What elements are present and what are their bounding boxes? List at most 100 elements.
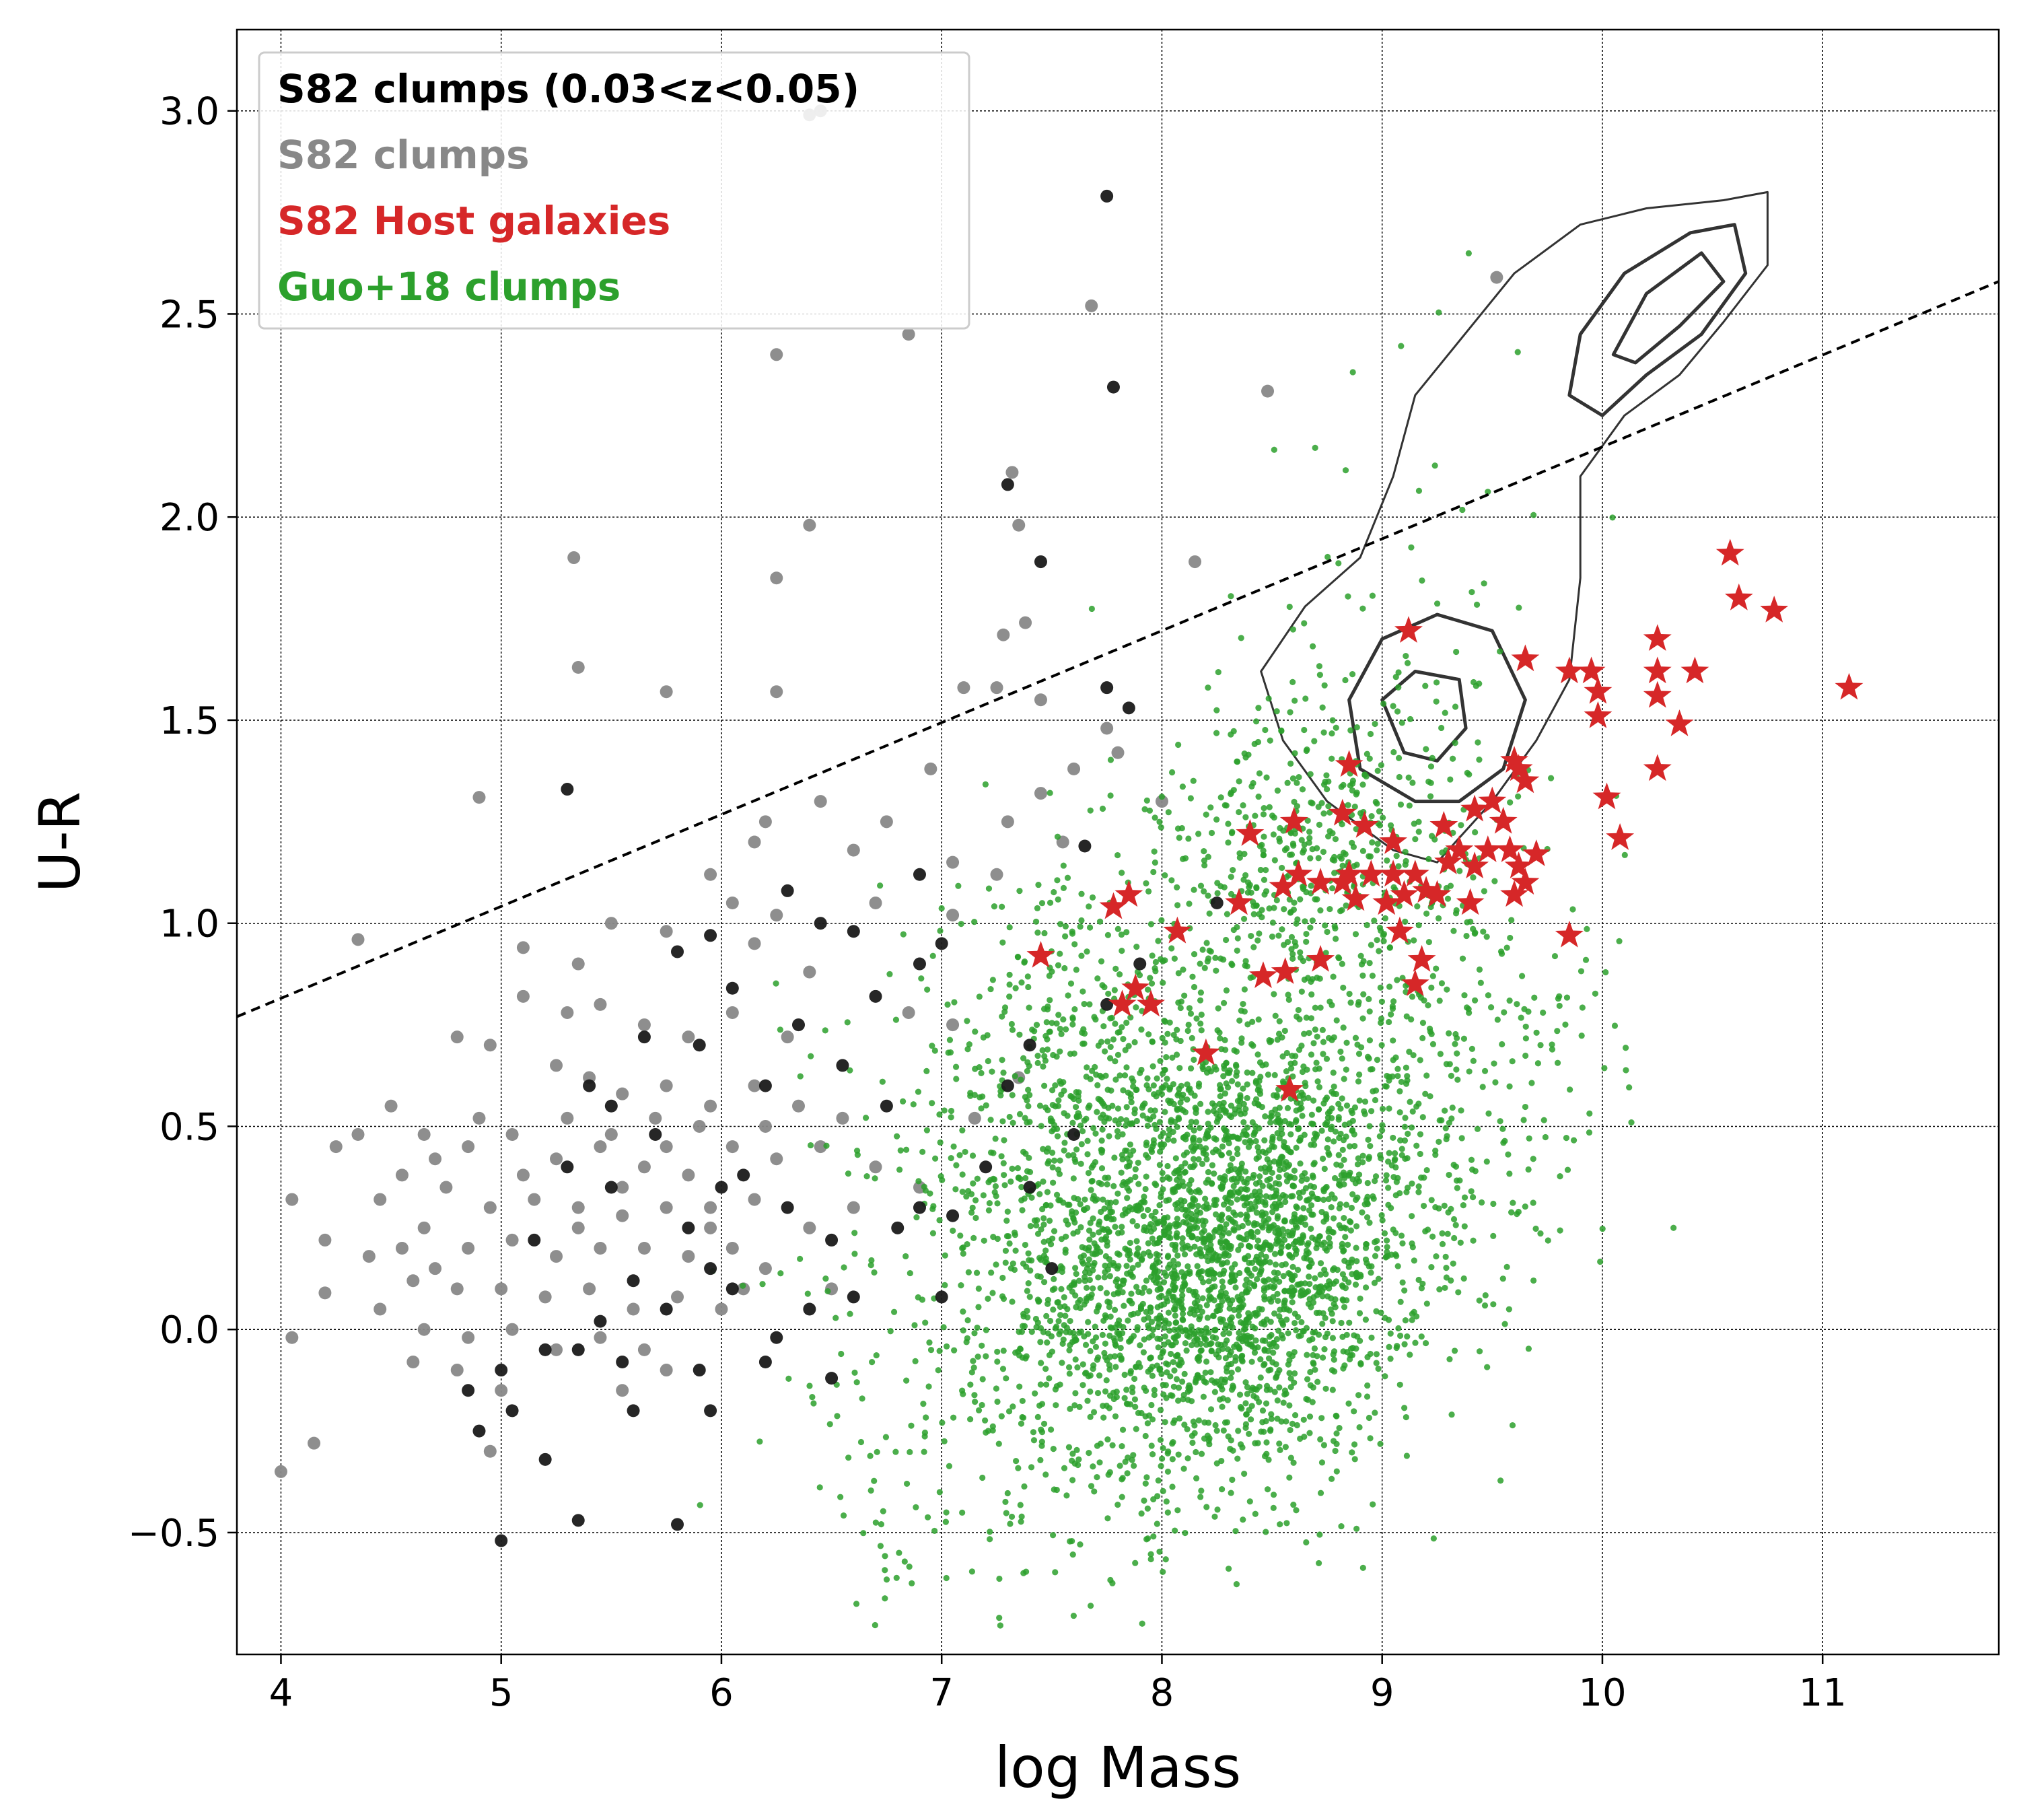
data-point-guo18-clump: [1351, 863, 1357, 870]
data-point-guo18-clump: [1102, 1388, 1109, 1395]
data-point-guo18-clump: [1216, 1082, 1224, 1088]
data-point-guo18-clump: [1320, 1186, 1327, 1193]
data-point-guo18-clump: [1376, 948, 1382, 954]
data-point-guo18-clump: [1308, 991, 1315, 998]
data-point-guo18-clump: [1223, 1221, 1230, 1228]
data-point-guo18-clump: [985, 1295, 991, 1302]
data-point-host-galaxy: [1284, 860, 1313, 887]
data-point-guo18-clump: [1355, 999, 1362, 1006]
data-point-s82-clump-lowz: [637, 1030, 651, 1044]
data-point-guo18-clump: [1052, 1386, 1059, 1393]
data-point-s82-clump-lowz: [935, 1290, 948, 1304]
data-point-guo18-clump: [1158, 1090, 1166, 1098]
data-point-guo18-clump: [1417, 1150, 1423, 1158]
data-point-guo18-clump: [1242, 1379, 1249, 1386]
data-point-guo18-clump: [1533, 1029, 1540, 1036]
data-point-guo18-clump: [1103, 1214, 1110, 1221]
data-point-guo18-clump: [1156, 1218, 1163, 1225]
data-point-s82-clump: [990, 681, 1003, 695]
data-point-guo18-clump: [1463, 932, 1470, 940]
data-point-s82-clump: [803, 965, 816, 979]
data-point-s82-clump: [770, 1152, 783, 1166]
data-point-guo18-clump: [1310, 1384, 1316, 1391]
data-point-guo18-clump: [994, 1200, 1001, 1207]
legend-label-s82-clumps: S82 clumps: [277, 132, 530, 178]
data-point-guo18-clump: [1004, 1208, 1011, 1215]
data-point-guo18-clump: [1357, 810, 1364, 816]
data-point-guo18-clump: [1242, 1400, 1249, 1407]
data-point-guo18-clump: [1540, 1117, 1547, 1123]
data-point-guo18-clump: [1164, 1030, 1171, 1037]
data-point-guo18-clump: [1296, 1236, 1303, 1243]
data-point-guo18-clump: [1270, 1277, 1277, 1284]
data-point-guo18-clump: [1310, 1097, 1317, 1104]
data-point-guo18-clump: [1250, 911, 1257, 917]
data-point-host-galaxy: [1335, 750, 1363, 777]
data-point-s82-clump: [450, 1364, 464, 1377]
data-point-s82-clump: [285, 1331, 299, 1344]
data-point-guo18-clump: [1263, 1382, 1271, 1389]
data-point-guo18-clump: [1450, 1216, 1458, 1223]
data-point-guo18-clump: [873, 1352, 880, 1359]
data-point-guo18-clump: [1425, 938, 1432, 946]
data-point-guo18-clump: [857, 1438, 865, 1446]
data-point-guo18-clump: [1304, 817, 1311, 824]
data-point-guo18-clump: [1077, 1201, 1084, 1208]
data-point-guo18-clump: [1211, 1135, 1217, 1142]
data-point-guo18-clump: [967, 1381, 974, 1388]
data-point-guo18-clump: [1238, 1356, 1245, 1364]
data-point-guo18-clump: [1201, 848, 1207, 855]
data-point-guo18-clump: [1024, 1068, 1030, 1074]
data-point-s82-clump: [571, 1221, 585, 1234]
data-point-guo18-clump: [1223, 1135, 1230, 1142]
data-point-guo18-clump: [936, 1111, 943, 1118]
data-point-guo18-clump: [1481, 580, 1487, 587]
data-point-guo18-clump: [970, 1364, 977, 1371]
data-point-guo18-clump: [1316, 1289, 1322, 1296]
data-point-s82-clump: [571, 1201, 585, 1214]
data-point-guo18-clump: [1209, 1100, 1216, 1107]
data-point-guo18-clump: [937, 1173, 944, 1180]
data-point-guo18-clump: [1276, 1230, 1283, 1238]
data-point-guo18-clump: [1186, 1387, 1193, 1394]
data-point-guo18-clump: [1621, 851, 1628, 858]
data-point-guo18-clump: [1025, 1102, 1032, 1110]
data-point-guo18-clump: [1163, 1395, 1170, 1401]
data-point-guo18-clump: [1288, 934, 1296, 940]
data-point-guo18-clump: [1067, 1405, 1073, 1412]
data-point-host-galaxy: [1724, 583, 1753, 610]
data-point-guo18-clump: [1200, 1065, 1207, 1073]
data-point-guo18-clump: [1393, 853, 1400, 860]
data-point-guo18-clump: [1090, 1215, 1096, 1222]
data-point-guo18-clump: [1149, 952, 1156, 959]
data-point-guo18-clump: [1120, 1036, 1127, 1043]
data-point-guo18-clump: [1336, 1425, 1343, 1432]
data-point-guo18-clump: [1228, 1320, 1234, 1327]
data-point-guo18-clump: [1303, 747, 1310, 755]
data-point-guo18-clump: [1263, 1193, 1269, 1200]
data-point-s82-clump: [384, 1099, 398, 1113]
data-point-s82-clump: [869, 1160, 882, 1174]
data-point-guo18-clump: [1127, 1239, 1133, 1247]
data-point-guo18-clump: [1251, 1283, 1258, 1290]
data-point-guo18-clump: [1423, 1166, 1430, 1174]
data-point-guo18-clump: [1181, 1422, 1188, 1428]
data-point-guo18-clump: [1373, 1308, 1380, 1315]
data-point-guo18-clump: [1315, 855, 1322, 862]
data-point-guo18-clump: [1112, 965, 1119, 972]
data-point-guo18-clump: [1198, 1450, 1205, 1457]
data-point-guo18-clump: [1065, 1201, 1071, 1208]
data-point-guo18-clump: [1366, 1414, 1373, 1422]
data-point-guo18-clump: [1170, 1138, 1177, 1144]
data-point-guo18-clump: [1339, 1146, 1346, 1153]
data-point-guo18-clump: [1208, 829, 1215, 837]
data-point-guo18-clump: [1367, 730, 1374, 738]
data-point-guo18-clump: [1324, 1110, 1332, 1117]
data-point-guo18-clump: [1404, 1077, 1411, 1084]
data-point-guo18-clump: [1058, 1030, 1065, 1038]
data-point-guo18-clump: [1503, 944, 1510, 951]
data-point-guo18-clump: [824, 1288, 831, 1295]
data-point-guo18-clump: [1230, 1382, 1236, 1389]
data-point-guo18-clump: [1040, 1279, 1048, 1286]
data-point-guo18-clump: [1108, 1014, 1115, 1021]
